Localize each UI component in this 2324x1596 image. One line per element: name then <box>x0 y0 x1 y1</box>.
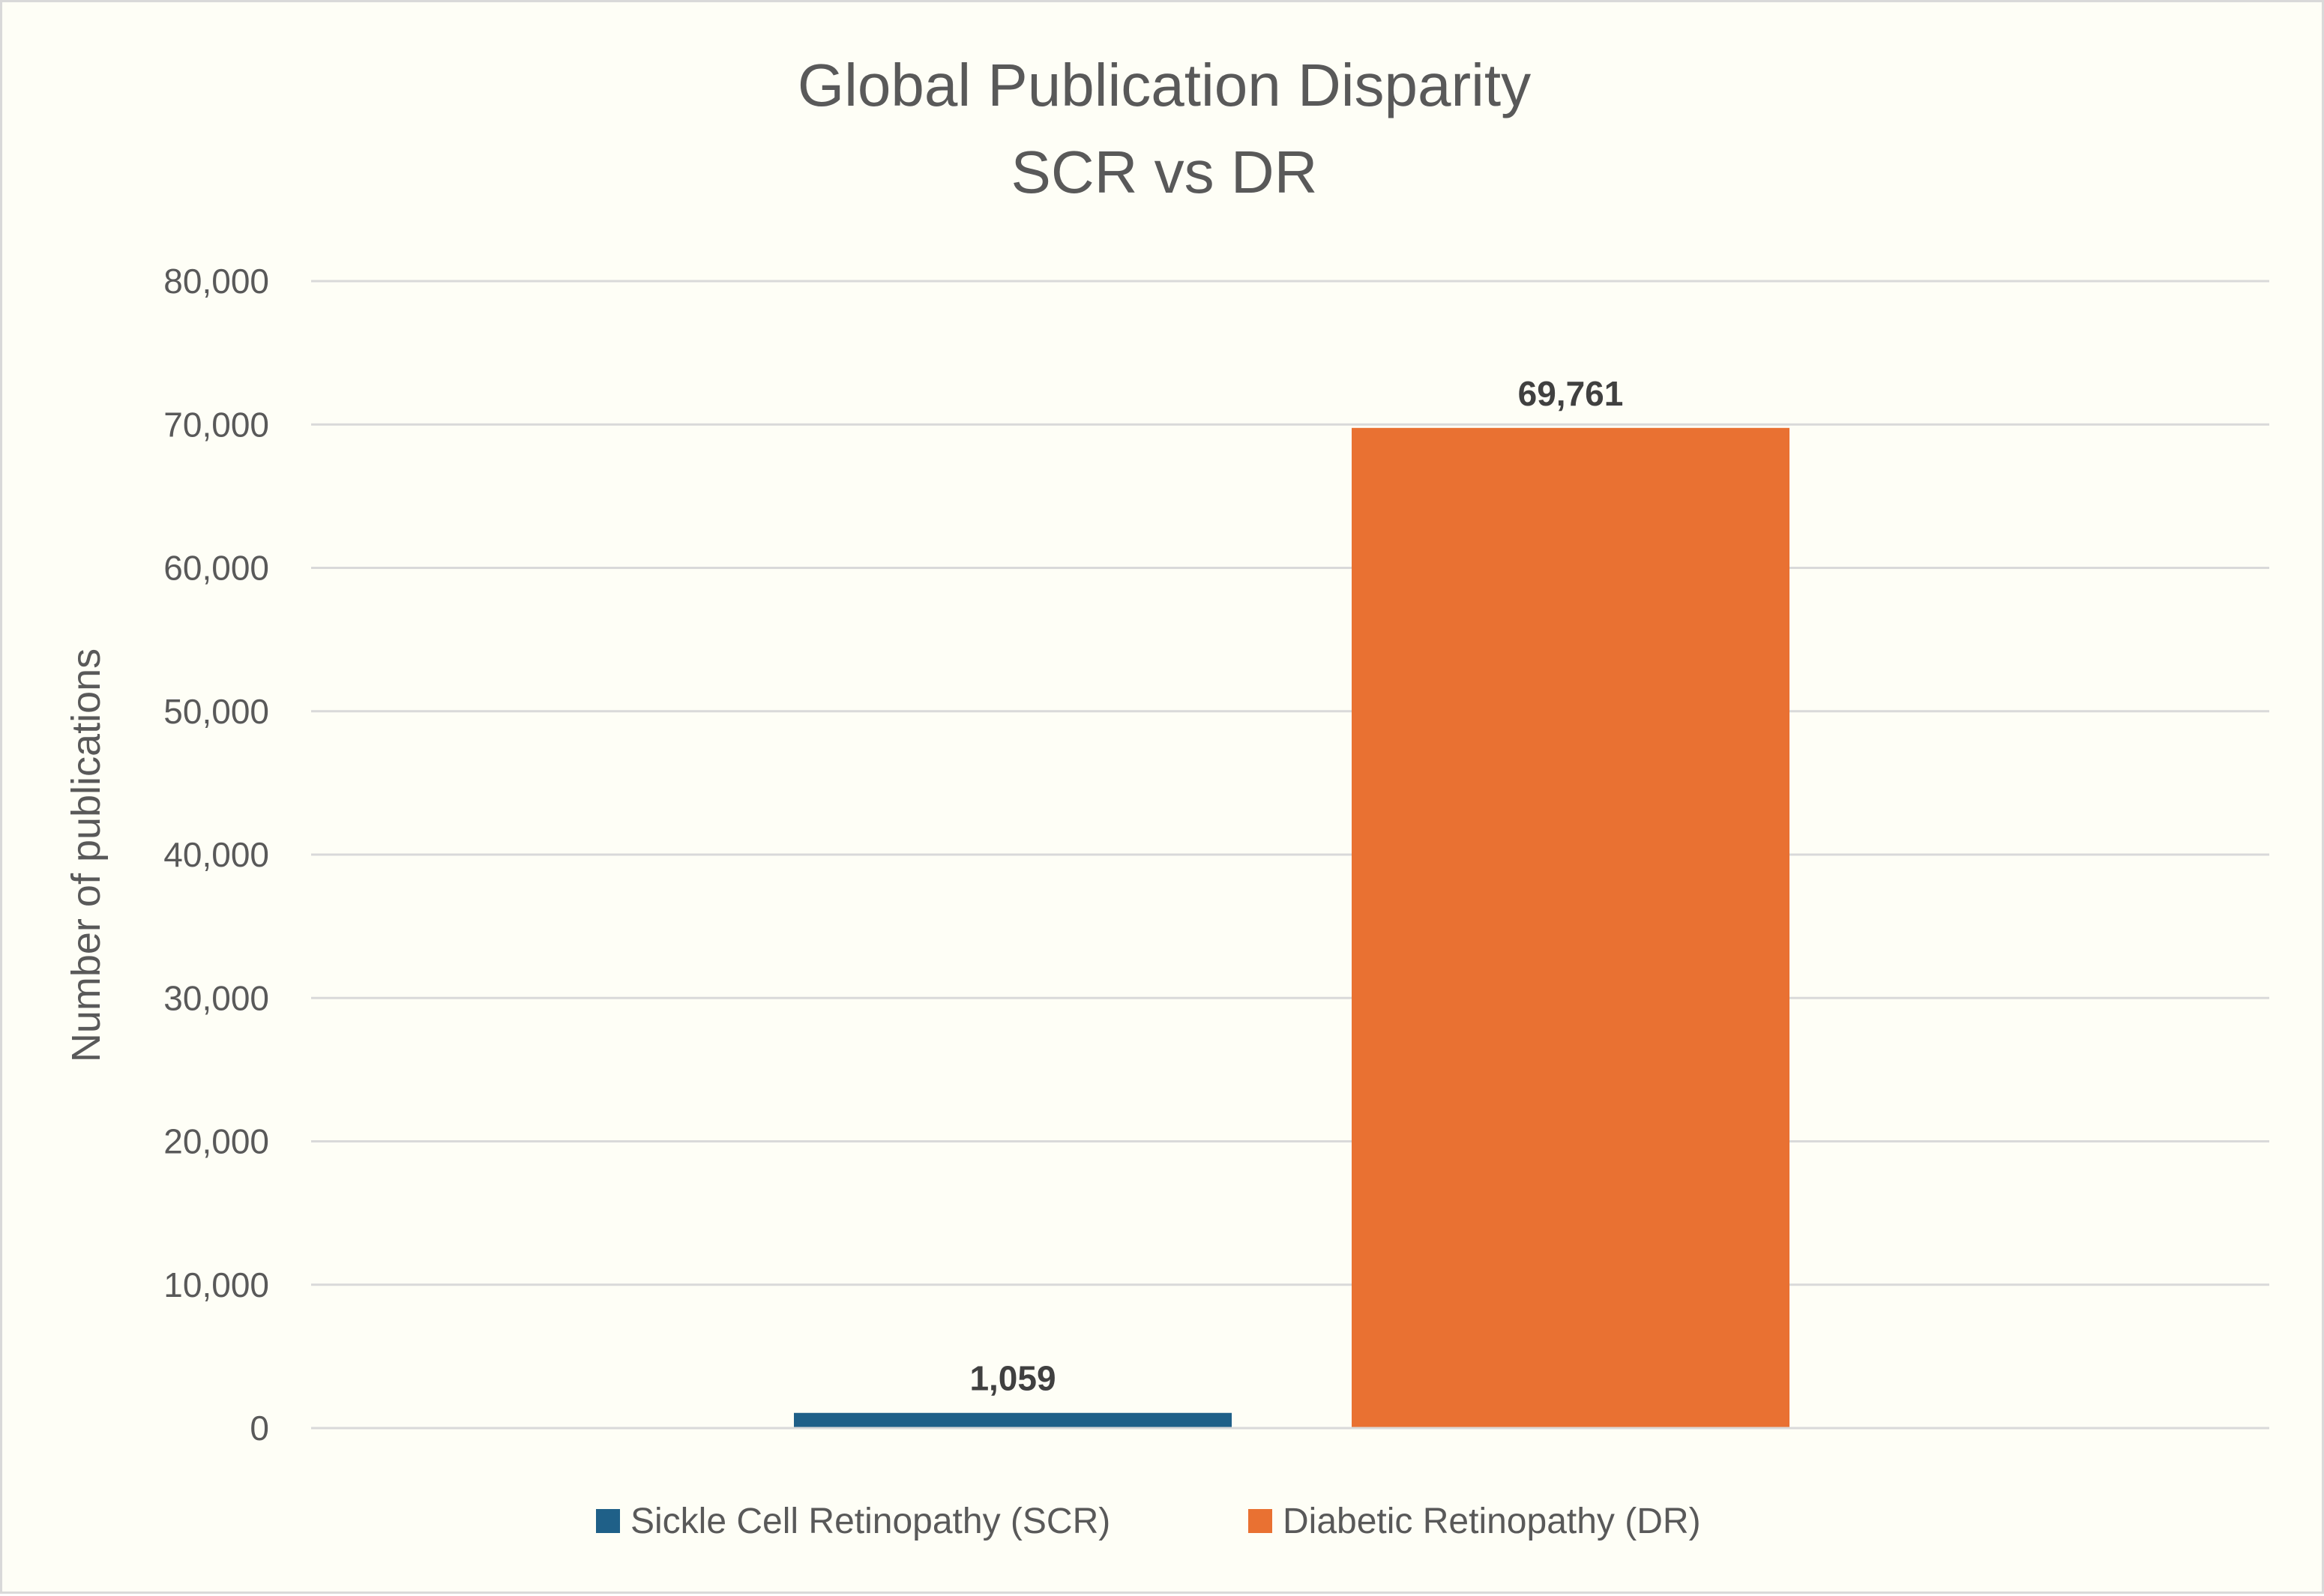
y-tick-label: 0 <box>250 1409 269 1448</box>
y-tick-label: 60,000 <box>163 549 269 588</box>
chart-subtitle: SCR vs DR <box>1011 139 1318 205</box>
gridlines <box>311 280 2269 1430</box>
bar <box>1352 427 1789 1429</box>
bars <box>311 427 2269 1430</box>
legend-swatch <box>1248 1509 1272 1533</box>
legend-label: Sickle Cell Retinopathy (SCR) <box>630 1502 1110 1541</box>
legend-swatch <box>596 1509 620 1533</box>
data-label: 69,761 <box>1518 374 1624 413</box>
y-tick-label: 10,000 <box>163 1265 269 1304</box>
y-axis-label: Number of publications <box>64 648 109 1062</box>
y-tick-label: 80,000 <box>163 262 269 301</box>
data-label: 1,059 <box>969 1359 1056 1398</box>
legend: Sickle Cell Retinopathy (SCR) Diabetic Re… <box>596 1502 1701 1541</box>
y-tick-label: 70,000 <box>163 405 269 444</box>
bar <box>794 1412 1232 1428</box>
chart-title: Global Publication Disparity <box>798 52 1531 118</box>
y-tick-label: 40,000 <box>163 835 269 874</box>
data-labels: 1,059 69,761 <box>969 374 1623 1398</box>
y-tick-label: 50,000 <box>163 692 269 731</box>
y-tick-label: 30,000 <box>163 978 269 1017</box>
y-tick-labels: 0 10,000 20,000 30,000 40,000 50,000 60,000 70,… <box>163 262 269 1448</box>
y-tick-label: 20,000 <box>163 1122 269 1161</box>
legend-label: Diabetic Retinopathy (DR) <box>1283 1502 1701 1541</box>
